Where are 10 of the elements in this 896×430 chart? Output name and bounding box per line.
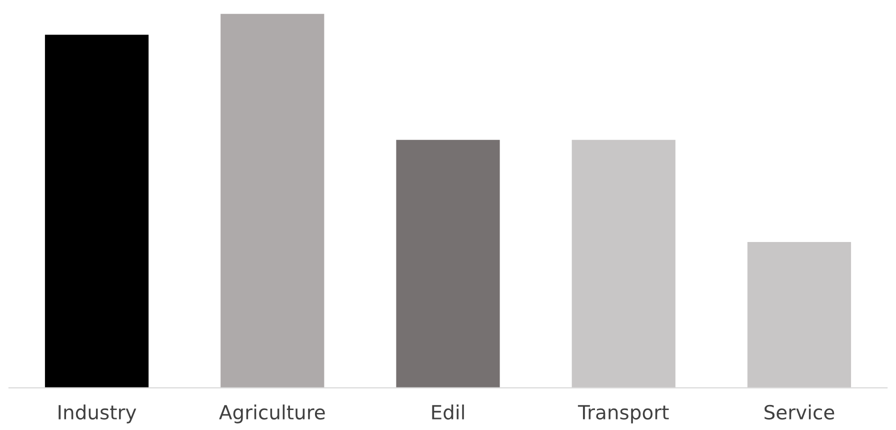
x-tick-label: Industry: [58, 404, 136, 424]
bar: [747, 242, 852, 388]
bar: [572, 140, 676, 388]
x-tick-label: Service: [764, 404, 834, 420]
x-tick-label: Agriculture: [219, 404, 325, 424]
x-tick-label: Edil: [432, 404, 464, 420]
x-tick-label: Transport: [578, 405, 669, 424]
bar: [220, 14, 324, 388]
bar: [396, 140, 500, 388]
bar: [44, 34, 149, 388]
